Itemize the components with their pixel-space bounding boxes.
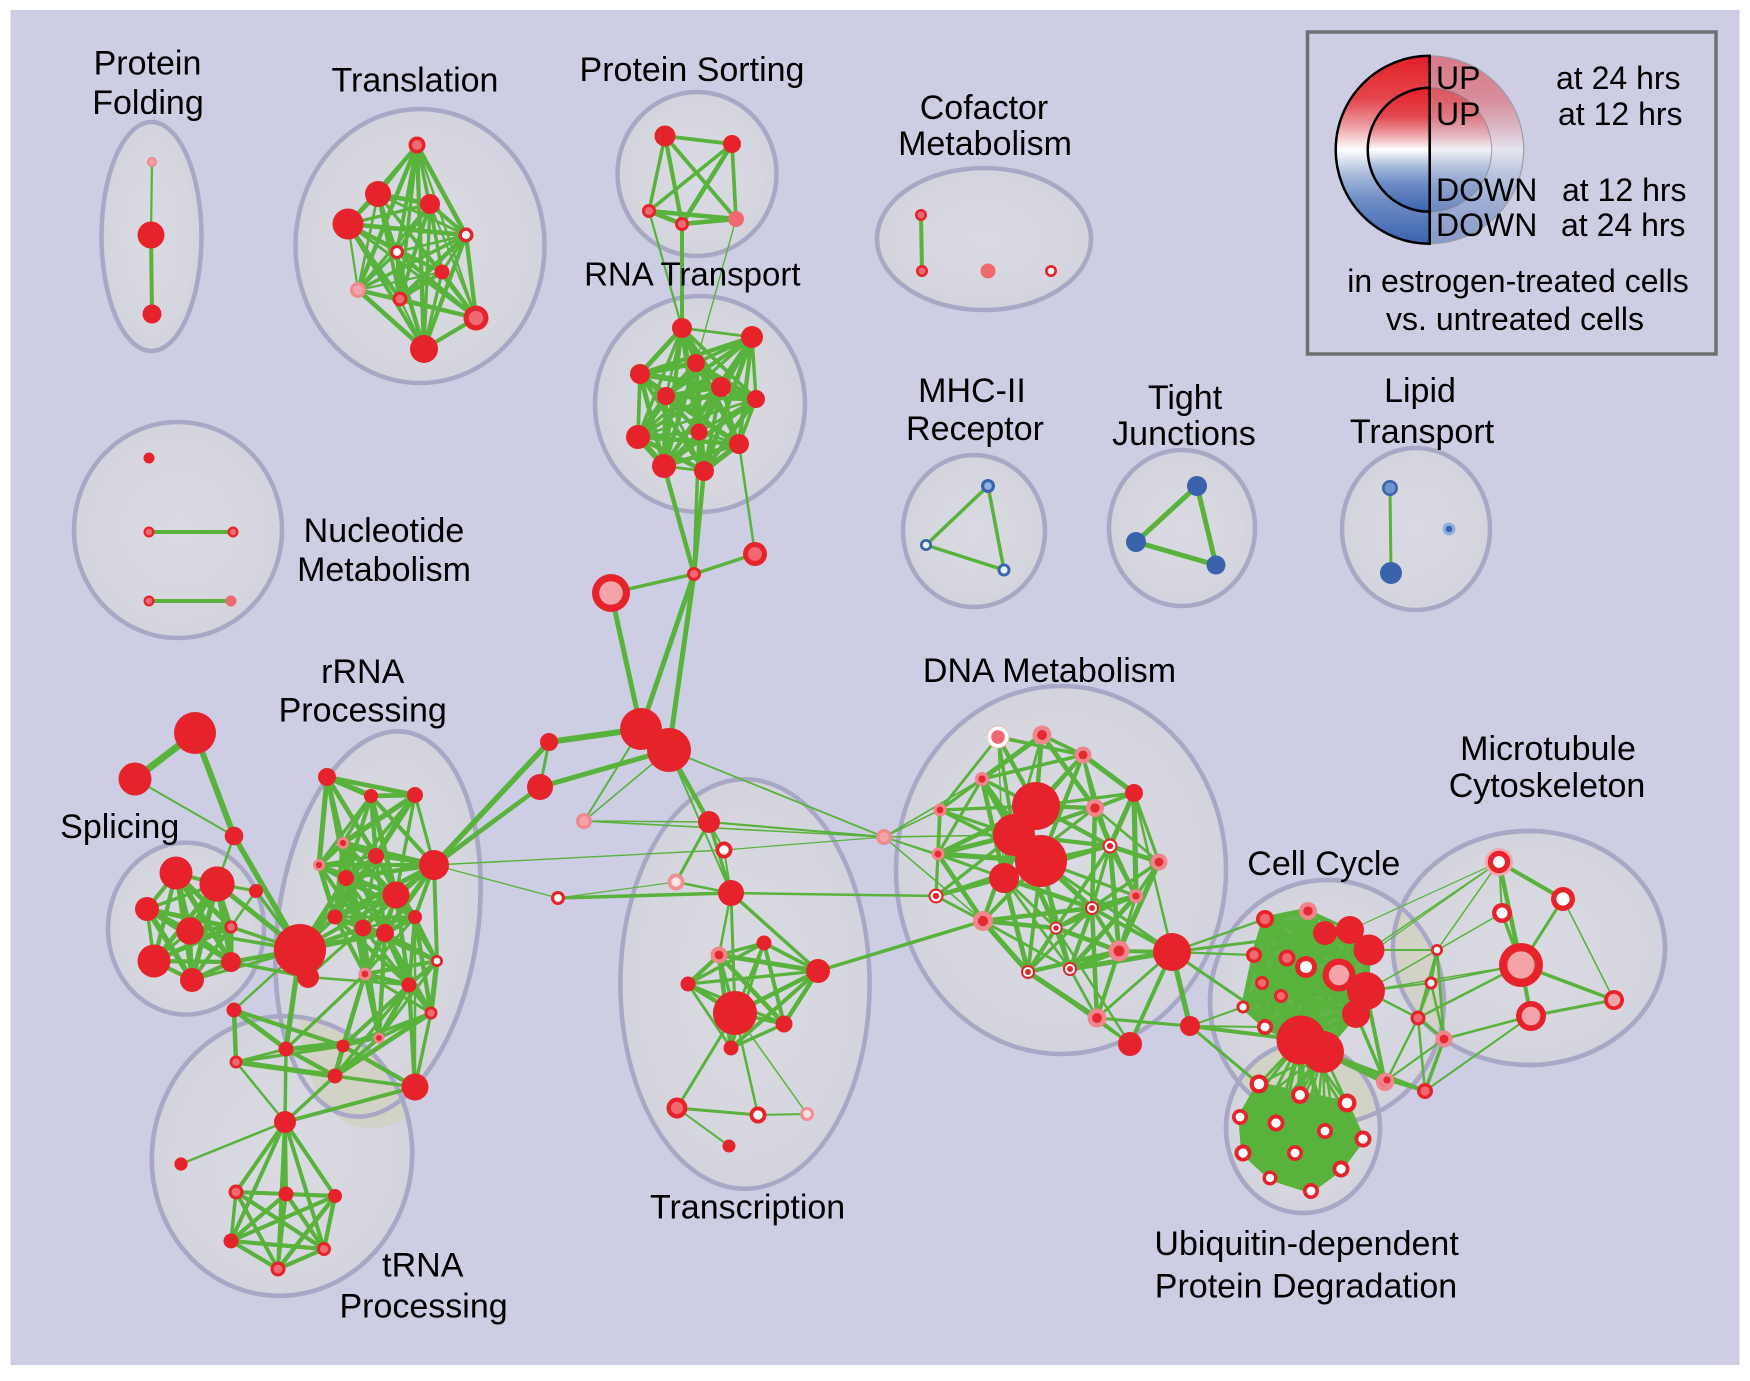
svg-text:Processing: Processing: [339, 1288, 507, 1326]
svg-text:tRNA: tRNA: [382, 1246, 464, 1284]
svg-text:Tight: Tight: [1148, 379, 1223, 417]
svg-text:vs. untreated cells: vs. untreated cells: [1386, 301, 1644, 337]
svg-text:Protein Degradation: Protein Degradation: [1155, 1268, 1457, 1306]
svg-text:Folding: Folding: [92, 84, 204, 122]
svg-text:Cofactor: Cofactor: [920, 89, 1049, 127]
svg-text:Microtubule: Microtubule: [1460, 730, 1636, 768]
svg-text:at 24 hrs: at 24 hrs: [1556, 60, 1681, 96]
svg-text:Nucleotide: Nucleotide: [304, 512, 465, 550]
svg-text:DOWN: DOWN: [1436, 207, 1537, 243]
svg-text:at 12 hrs: at 12 hrs: [1558, 96, 1683, 132]
svg-text:Splicing: Splicing: [60, 808, 179, 846]
svg-text:Ubiquitin-dependent: Ubiquitin-dependent: [1154, 1225, 1459, 1263]
svg-text:Processing: Processing: [279, 692, 447, 730]
svg-text:Translation: Translation: [332, 62, 499, 100]
svg-text:UP: UP: [1436, 96, 1480, 132]
svg-text:at 12 hrs: at 12 hrs: [1562, 172, 1687, 208]
svg-text:at 24 hrs: at 24 hrs: [1561, 207, 1686, 243]
svg-text:Receptor: Receptor: [906, 410, 1044, 448]
svg-text:Cytoskeleton: Cytoskeleton: [1449, 767, 1646, 805]
svg-text:Junctions: Junctions: [1112, 415, 1256, 453]
svg-text:Protein Sorting: Protein Sorting: [580, 51, 805, 89]
svg-text:UP: UP: [1436, 60, 1480, 96]
svg-text:in estrogen-treated cells: in estrogen-treated cells: [1347, 263, 1689, 299]
svg-text:rRNA: rRNA: [321, 653, 404, 691]
svg-text:Protein: Protein: [94, 44, 202, 82]
svg-text:DNA Metabolism: DNA Metabolism: [923, 652, 1176, 690]
svg-text:Lipid: Lipid: [1384, 372, 1456, 410]
svg-text:DOWN: DOWN: [1436, 172, 1537, 208]
svg-text:Metabolism: Metabolism: [297, 551, 471, 589]
svg-text:Transcription: Transcription: [650, 1189, 845, 1227]
svg-text:Metabolism: Metabolism: [898, 125, 1072, 163]
svg-text:Cell Cycle: Cell Cycle: [1247, 845, 1400, 883]
svg-text:Transport: Transport: [1350, 413, 1495, 451]
svg-text:MHC-II: MHC-II: [918, 372, 1026, 410]
svg-text:RNA Transport: RNA Transport: [584, 256, 800, 293]
